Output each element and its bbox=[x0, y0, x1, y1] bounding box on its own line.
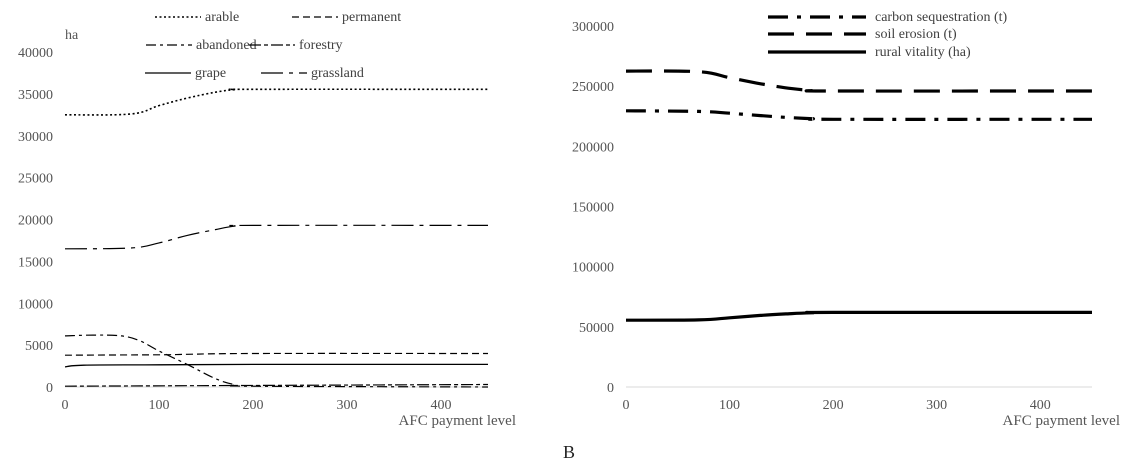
series-line-abandoned bbox=[64, 334, 489, 388]
y-tick-label: 200000 bbox=[572, 140, 614, 155]
y-tick-label: 40000 bbox=[18, 46, 53, 61]
x-tick-label: 400 bbox=[1030, 398, 1051, 413]
x-tick-label: 300 bbox=[926, 398, 947, 413]
y-tick-label: 20000 bbox=[18, 214, 53, 229]
x-tick-label: 400 bbox=[431, 398, 452, 413]
y-tick-label: 15000 bbox=[18, 255, 53, 270]
series-line-forestry bbox=[64, 383, 489, 387]
legend-label: grassland bbox=[311, 66, 364, 81]
y-tick-label: 250000 bbox=[572, 80, 614, 95]
panel-letter: B bbox=[563, 442, 575, 462]
y-tick-label: 35000 bbox=[18, 88, 53, 103]
x-tick-label: 100 bbox=[719, 398, 740, 413]
series-lines bbox=[625, 69, 1093, 322]
series-line-arable bbox=[64, 88, 489, 116]
x-tick-label: 200 bbox=[243, 398, 264, 413]
x-axis-label: AFC payment level bbox=[1003, 413, 1120, 429]
x-tick-label: 200 bbox=[823, 398, 844, 413]
x-tick-label: 0 bbox=[62, 398, 69, 413]
x-tick-label: 100 bbox=[149, 398, 170, 413]
legend-label: grape bbox=[195, 66, 226, 81]
series-lines bbox=[64, 88, 489, 388]
y-tick-labels: 0 50000 100000 150000 200000 250000 300000 bbox=[572, 20, 614, 396]
legend-label: abandoned bbox=[196, 38, 257, 53]
chart-ecosystem-indicators: 0 50000 100000 150000 200000 250000 300000 0 10… bbox=[572, 10, 1120, 429]
legend: carbon sequestration (t) soil erosion (t)… bbox=[768, 10, 1008, 60]
x-tick-label: 300 bbox=[337, 398, 358, 413]
legend-label: soil erosion (t) bbox=[875, 27, 957, 42]
y-axis-label: ha bbox=[65, 28, 79, 43]
series-line-carbon-sequestration-t bbox=[625, 109, 1093, 121]
y-tick-label: 30000 bbox=[18, 130, 53, 145]
y-tick-label: 5000 bbox=[25, 339, 53, 354]
y-tick-label: 150000 bbox=[572, 201, 614, 216]
x-tick-label: 0 bbox=[623, 398, 630, 413]
legend-label: forestry bbox=[299, 38, 343, 53]
series-line-rural-vitality-ha bbox=[625, 310, 1093, 322]
legend-label: carbon sequestration (t) bbox=[875, 10, 1008, 25]
series-line-soil-erosion-t bbox=[625, 69, 1093, 93]
series-line-grassland bbox=[64, 224, 489, 250]
legend-label: arable bbox=[205, 10, 239, 25]
y-tick-label: 100000 bbox=[572, 261, 614, 276]
x-axis-label: AFC payment level bbox=[399, 413, 516, 429]
series-line-permanent bbox=[64, 352, 489, 356]
y-tick-label: 0 bbox=[46, 381, 53, 396]
chart-land-use: 0500010000150002000025000300003500040000… bbox=[18, 10, 516, 429]
legend: arable permanent abandoned forestry grape gra… bbox=[145, 10, 401, 81]
y-tick-label: 300000 bbox=[572, 20, 614, 35]
legend-label: rural vitality (ha) bbox=[875, 45, 971, 60]
y-tick-label: 0 bbox=[607, 381, 614, 396]
legend-label: permanent bbox=[342, 10, 401, 25]
y-tick-label: 50000 bbox=[579, 321, 614, 336]
y-tick-label: 25000 bbox=[18, 172, 53, 187]
x-tick-labels: 0 100 200 300 400 bbox=[62, 398, 452, 413]
series-line-grape bbox=[64, 363, 489, 368]
y-tick-labels: 0 5000 10000 15000 20000 25000 30000 35000 40000 bbox=[18, 46, 53, 396]
x-tick-labels: 0 100 200 300 400 bbox=[623, 398, 1051, 413]
y-tick-label: 10000 bbox=[18, 297, 53, 312]
